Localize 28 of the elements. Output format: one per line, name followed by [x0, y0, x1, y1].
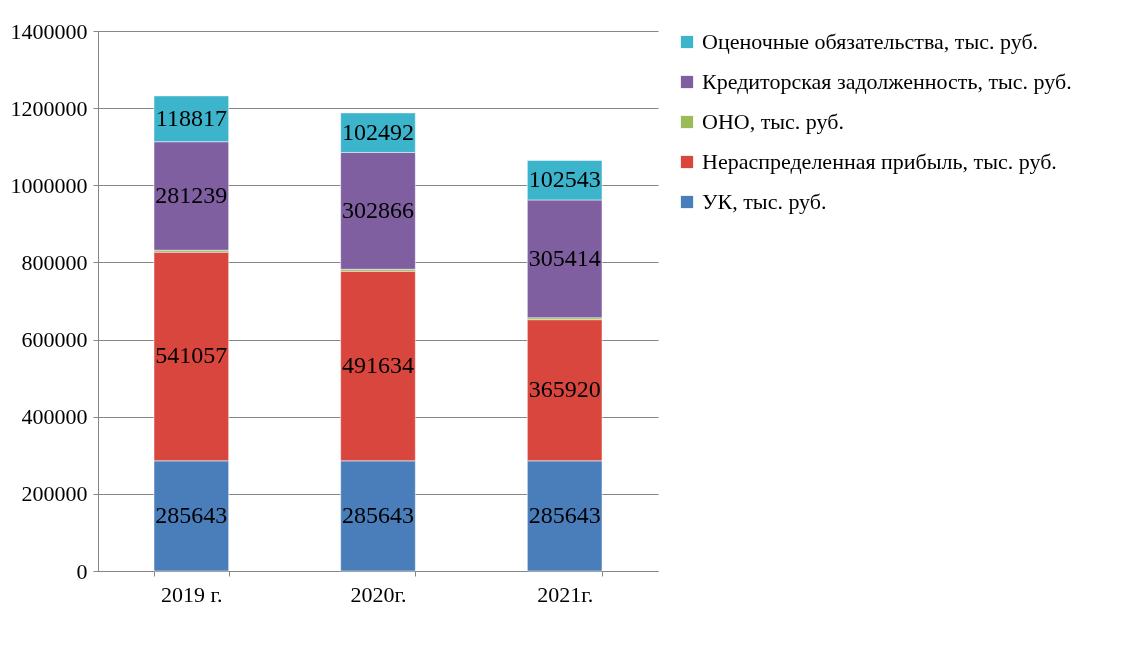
data-label: 541057 [155, 342, 228, 369]
y-tick-label: 200000 [21, 481, 88, 507]
legend-label: Кредиторская задолженность, тыс. руб. [702, 69, 1072, 94]
legend-label: УК, тыс. руб. [702, 189, 827, 214]
legend-label: Нераспределенная прибыль, тыс. руб. [702, 149, 1057, 174]
data-label: 118817 [155, 104, 227, 131]
data-label: 365920 [528, 376, 601, 403]
y-tick-label: 1400000 [10, 18, 88, 44]
x-tick-label: 2021г. [537, 581, 594, 607]
legend-label: ОНО, тыс. руб. [702, 109, 844, 134]
data-label: 285643 [342, 501, 414, 528]
data-label: 305414 [528, 244, 601, 271]
y-tick-label: 800000 [21, 249, 88, 275]
data-label: 285643 [155, 501, 228, 528]
y-tick-label: 1000000 [10, 172, 88, 198]
y-tick-label: 600000 [21, 327, 88, 353]
y-tick-label: 1200000 [10, 95, 88, 121]
legend-label: Оценочные обязательства, тыс. руб. [702, 29, 1039, 54]
x-tick-label: 2020г. [350, 581, 407, 607]
y-tick-label: 400000 [21, 404, 88, 430]
x-tick-label: 2019 г. [161, 581, 223, 607]
y-tick-label: 0 [76, 558, 88, 584]
data-label: 102492 [342, 118, 414, 145]
data-label: 281239 [155, 181, 228, 208]
data-label: 302866 [342, 196, 414, 223]
data-label: 102543 [528, 166, 601, 193]
data-label: 491634 [342, 352, 414, 379]
data-label: 285643 [528, 501, 601, 528]
